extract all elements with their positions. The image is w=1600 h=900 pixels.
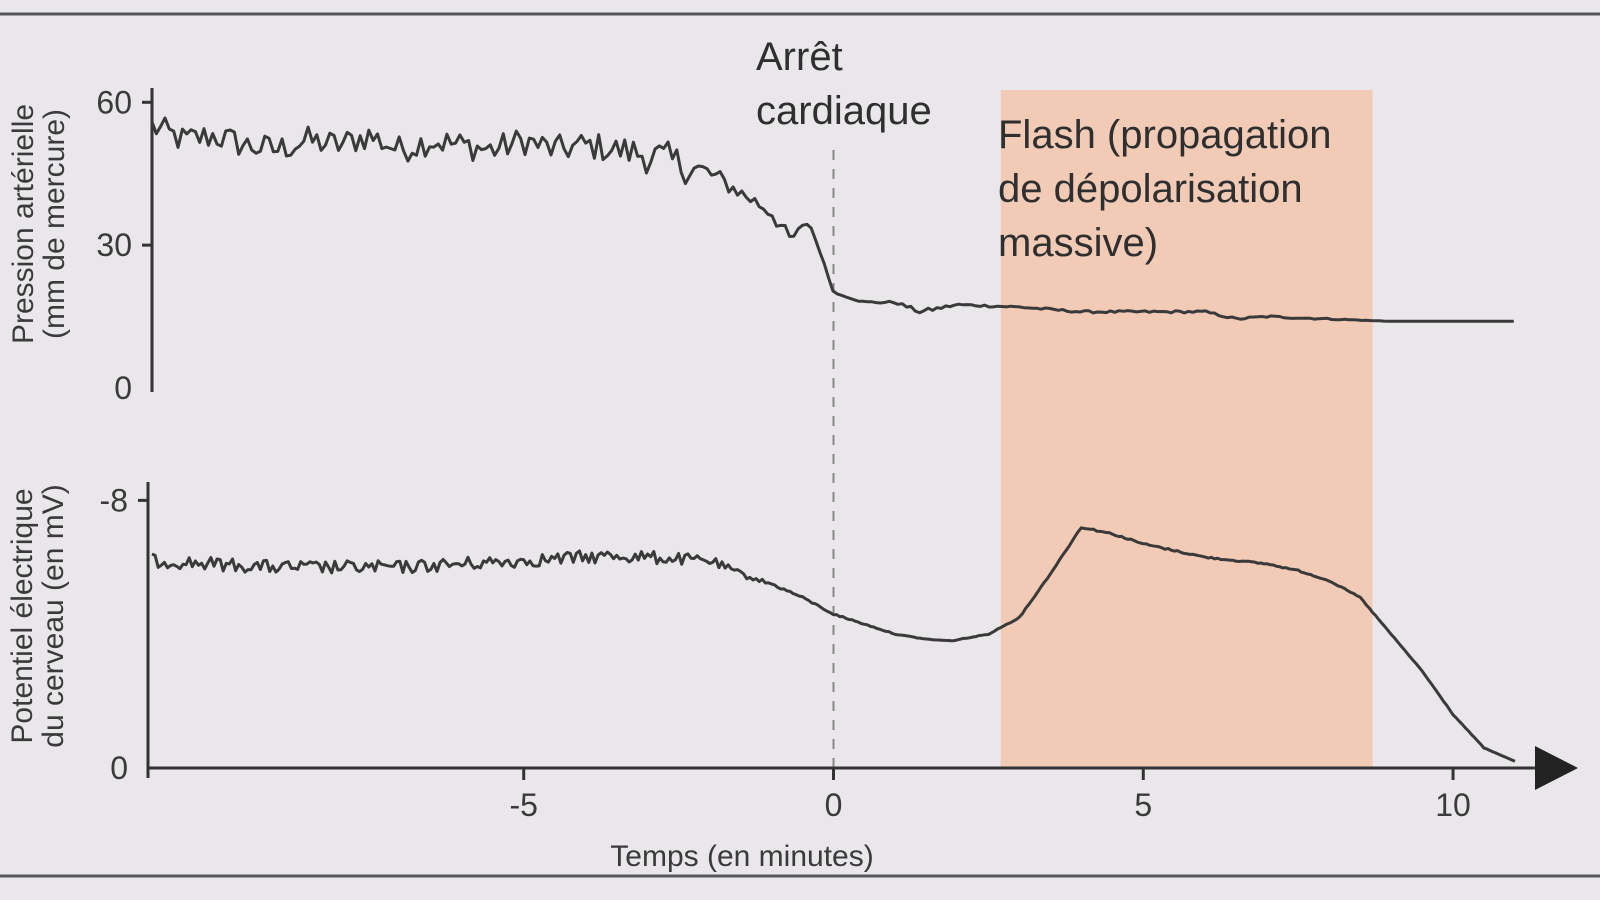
x-axis-title: Temps (en minutes) xyxy=(610,840,873,873)
bottom-y-tick-label: 0 xyxy=(110,750,128,786)
top-ylabel-line2: (mm de mercure) xyxy=(38,109,71,339)
top-panel: 60 30 0 Pression artérielle (mm de mercure… xyxy=(7,84,1514,406)
x-tick-label: -5 xyxy=(510,787,538,823)
bottom-ylabel-line2: du cerveau (en mV) xyxy=(37,484,70,747)
flash-label-line1: Flash (propagation xyxy=(998,113,1332,157)
arret-label-line1: Arrêt xyxy=(756,35,843,79)
blood-pressure-trace xyxy=(150,116,1514,323)
top-y-tick-label: 60 xyxy=(96,84,132,120)
top-y-ticks: 60 30 0 xyxy=(96,84,152,406)
top-ylabel-line1: Pression artérielle xyxy=(7,104,40,344)
arret-label-line2: cardiaque xyxy=(756,89,932,133)
x-axis-arrowhead xyxy=(1535,746,1578,790)
brain-potential-trace xyxy=(151,526,1516,763)
x-ticks: -5 0 5 10 xyxy=(510,768,1471,823)
flash-label-line3: massive) xyxy=(998,221,1158,265)
bottom-y-ticks: -8 0 xyxy=(100,482,148,786)
top-y-tick-label: 0 xyxy=(114,370,132,406)
x-tick-label: 5 xyxy=(1134,787,1152,823)
bottom-y-tick-label: -8 xyxy=(100,482,128,518)
x-tick-label: 10 xyxy=(1435,787,1471,823)
bottom-ylabel-line1: Potentiel électrique xyxy=(6,488,39,743)
flash-band xyxy=(1000,90,1373,768)
flash-label-line2: de dépolarisation xyxy=(998,167,1303,211)
x-tick-label: 0 xyxy=(825,787,843,823)
top-y-tick-label: 30 xyxy=(96,227,132,263)
bottom-panel: -8 0 -5 0 5 10 Potentiel électrique du cerve… xyxy=(6,482,1578,873)
